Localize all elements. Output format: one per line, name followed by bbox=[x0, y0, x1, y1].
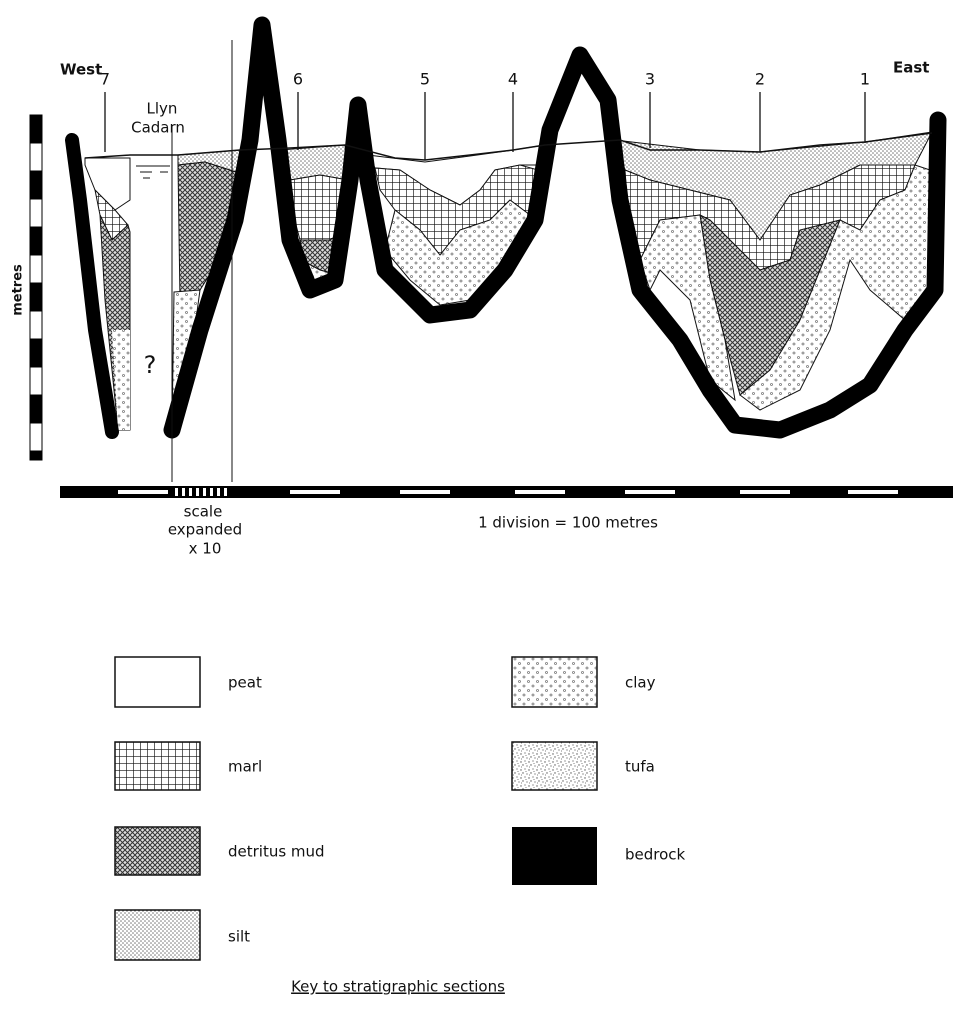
expanded-scale-label: scale bbox=[184, 503, 223, 521]
horizontal-scale-gap bbox=[848, 490, 898, 494]
expanded-scale-tick bbox=[224, 488, 227, 496]
vertical-scale-segment bbox=[30, 143, 42, 171]
horizontal-scale-gap bbox=[290, 490, 340, 494]
legend: peat marl detritus mud silt clay tufa be… bbox=[115, 657, 686, 996]
expanded-scale-tick bbox=[210, 488, 213, 496]
legend-swatch bbox=[115, 742, 200, 790]
site-number: 5 bbox=[420, 70, 430, 89]
horizontal-scale-gap bbox=[625, 490, 675, 494]
horizontal-scale-gap bbox=[515, 490, 565, 494]
legend-swatch bbox=[512, 657, 597, 707]
lake-water bbox=[136, 166, 170, 178]
expanded-scale-tick bbox=[189, 488, 192, 496]
lake-label: Cadarn bbox=[131, 119, 185, 137]
unknown-mark: ? bbox=[144, 351, 157, 379]
legend-label: bedrock bbox=[625, 846, 686, 864]
legend-swatch bbox=[115, 910, 200, 960]
legend-label: silt bbox=[228, 928, 250, 946]
legend-label: marl bbox=[228, 758, 262, 776]
expanded-scale-tick bbox=[182, 488, 185, 496]
vertical-scale-label: metres bbox=[11, 264, 26, 316]
expanded-scale-label: x 10 bbox=[189, 540, 222, 558]
expanded-scale-tick bbox=[175, 488, 178, 496]
vertical-scale-segment bbox=[30, 255, 42, 283]
horizontal-scale-gap bbox=[118, 490, 168, 494]
vertical-scale-segment bbox=[30, 199, 42, 227]
vertical-scale-segment bbox=[30, 227, 42, 255]
horizontal-scale-gap bbox=[740, 490, 790, 494]
vertical-scale-segment bbox=[30, 311, 42, 339]
vertical-scale-segment bbox=[30, 395, 42, 423]
vertical-scale-segment bbox=[30, 451, 42, 460]
figure: 7654321 West East Llyn Cadarn ? metres s… bbox=[0, 0, 953, 1013]
horizontal-scale-gap bbox=[400, 490, 450, 494]
horizontal-scale-bar bbox=[60, 486, 953, 498]
vertical-scale-segment bbox=[30, 283, 42, 311]
west-label: West bbox=[60, 61, 102, 79]
site-number: 6 bbox=[293, 70, 303, 89]
legend-label: clay bbox=[625, 674, 656, 692]
site-number: 3 bbox=[645, 70, 655, 89]
legend-swatch bbox=[115, 827, 200, 875]
expanded-scale-tick bbox=[196, 488, 199, 496]
horizontal-scale-label: 1 division = 100 metres bbox=[478, 514, 658, 532]
expanded-scale-tick bbox=[217, 488, 220, 496]
vertical-scale-segment bbox=[30, 115, 42, 143]
vertical-scale-segment bbox=[30, 339, 42, 367]
legend-swatch bbox=[512, 827, 597, 885]
page: 7654321 West East Llyn Cadarn ? metres s… bbox=[0, 0, 953, 1013]
legend-caption: Key to stratigraphic sections bbox=[291, 978, 505, 996]
site-number: 2 bbox=[755, 70, 765, 89]
legend-swatch bbox=[115, 657, 200, 707]
expanded-scale-label: expanded bbox=[168, 521, 242, 539]
vertical-scale-segment bbox=[30, 171, 42, 199]
east-label: East bbox=[893, 59, 929, 77]
site-number: 1 bbox=[860, 70, 870, 89]
legend-label: peat bbox=[228, 674, 262, 692]
legend-label: tufa bbox=[625, 758, 655, 776]
vertical-scale-segment bbox=[30, 367, 42, 395]
expanded-scale-tick bbox=[203, 488, 206, 496]
legend-label: detritus mud bbox=[228, 843, 325, 861]
site-number: 4 bbox=[508, 70, 518, 89]
lake-label: Llyn bbox=[147, 100, 178, 118]
legend-swatch bbox=[512, 742, 597, 790]
vertical-scale-segment bbox=[30, 423, 42, 451]
